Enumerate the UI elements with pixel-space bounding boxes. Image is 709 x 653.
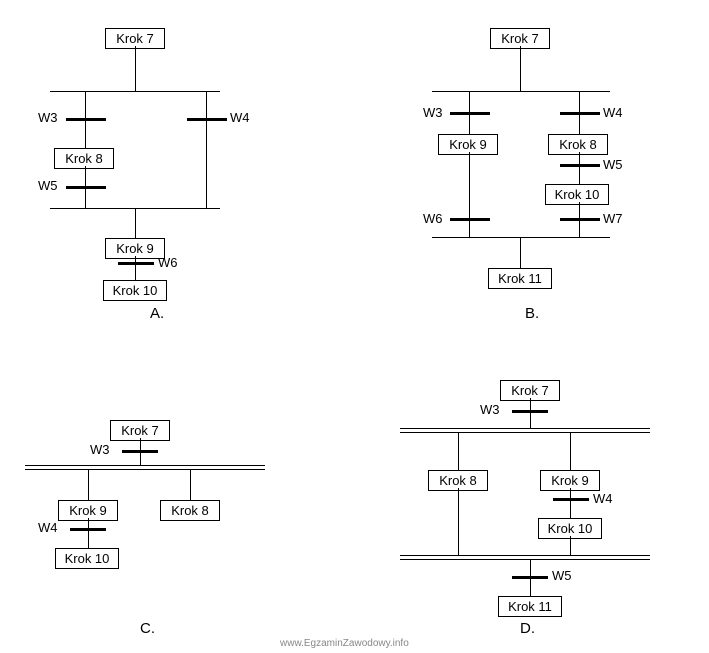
sync-bar (400, 555, 650, 560)
connector-vertical (85, 91, 86, 148)
sync-bar (25, 465, 265, 470)
sync-bar (400, 428, 650, 433)
transition-label: W5 (603, 157, 623, 172)
connector-vertical (579, 91, 580, 134)
connector-horizontal (50, 91, 220, 92)
connector-vertical (135, 208, 136, 238)
transition-label: W3 (423, 105, 443, 120)
connector-vertical (579, 202, 580, 237)
connector-vertical (570, 488, 571, 518)
watermark: www.EgzaminZawodowy.info (280, 638, 409, 649)
connector-vertical (520, 46, 521, 91)
step-box: Krok 11 (498, 596, 562, 617)
transition-label: W6 (158, 255, 178, 270)
panel-label-C: C. (140, 620, 155, 637)
connector-vertical (469, 91, 470, 134)
connector-vertical (570, 536, 571, 555)
panel-label-D: D. (520, 620, 535, 637)
connector-vertical (88, 518, 89, 548)
step-box: Krok 8 (160, 500, 220, 521)
step-box: Krok 10 (545, 184, 609, 205)
transition-label: W5 (38, 178, 58, 193)
transition-bar (560, 112, 600, 115)
connector-vertical (530, 398, 531, 428)
transition-label: W4 (593, 491, 613, 506)
transition-label: W4 (38, 520, 58, 535)
transition-bar (66, 186, 106, 189)
connector-horizontal (432, 237, 610, 238)
connector-vertical (458, 433, 459, 470)
connector-vertical (520, 237, 521, 268)
connector-horizontal (50, 208, 220, 209)
connector-vertical (530, 560, 531, 596)
transition-label: W6 (423, 211, 443, 226)
transition-label: W3 (38, 110, 58, 125)
connector-vertical (570, 433, 571, 470)
transition-bar (66, 118, 106, 121)
transition-bar (450, 218, 490, 221)
transition-bar (187, 118, 227, 121)
step-box: Krok 11 (488, 268, 552, 289)
step-box: Krok 9 (438, 134, 498, 155)
transition-label: W3 (90, 442, 110, 457)
connector-vertical (85, 166, 86, 208)
connector-vertical (88, 470, 89, 500)
transition-bar (560, 218, 600, 221)
step-box: Krok 8 (54, 148, 114, 169)
transition-bar (118, 262, 154, 265)
step-box: Krok 10 (55, 548, 119, 569)
panel-label-B: B. (525, 305, 539, 322)
step-box: Krok 8 (548, 134, 608, 155)
transition-label: W7 (603, 211, 623, 226)
connector-vertical (190, 470, 191, 500)
connector-vertical (135, 256, 136, 280)
transition-label: W4 (603, 105, 623, 120)
transition-bar (450, 112, 490, 115)
connector-vertical (469, 152, 470, 237)
connector-horizontal (432, 91, 610, 92)
connector-vertical (206, 91, 207, 208)
connector-vertical (140, 438, 141, 465)
connector-vertical (579, 152, 580, 184)
transition-bar (560, 164, 600, 167)
transition-label: W4 (230, 110, 250, 125)
transition-label: W3 (480, 402, 500, 417)
panel-label-A: A. (150, 305, 164, 322)
connector-vertical (135, 46, 136, 91)
step-box: Krok 10 (103, 280, 167, 301)
connector-vertical (458, 488, 459, 555)
transition-label: W5 (552, 568, 572, 583)
transition-bar (553, 498, 589, 501)
